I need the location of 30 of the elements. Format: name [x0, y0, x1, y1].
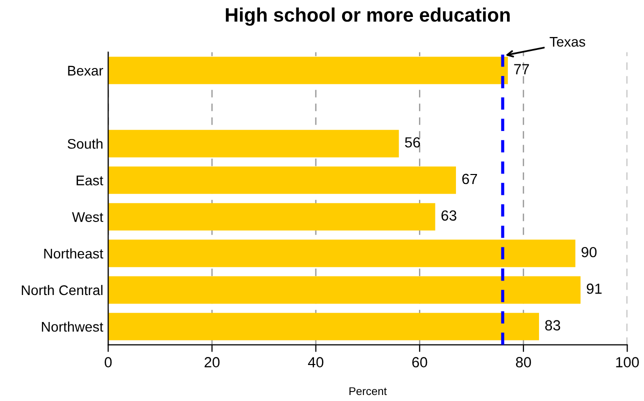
y-tick-label: Northeast — [44, 248, 104, 259]
y-tick-label: Bexar — [68, 66, 104, 76]
bar — [108, 166, 456, 194]
y-tick-label: North Central — [22, 284, 102, 296]
data-label: 67 — [462, 174, 478, 184]
data-label: 90 — [582, 246, 597, 258]
y-tick-label: West — [72, 212, 104, 222]
ref-line-label: Texas — [550, 37, 586, 47]
data-label: 77 — [514, 64, 529, 74]
data-label: 83 — [545, 320, 560, 330]
bar — [108, 240, 576, 268]
y-tick-label: Northwest — [42, 322, 104, 332]
bar — [108, 312, 540, 340]
x-tick-label: 20 — [204, 357, 220, 368]
x-axis-title: Percent — [349, 387, 387, 396]
x-tick-label: 100 — [616, 357, 639, 368]
data-label: 91 — [586, 284, 602, 294]
x-tick-label: 60 — [412, 357, 428, 368]
bar — [108, 276, 581, 304]
data-label: 56 — [405, 137, 420, 148]
data-label: 63 — [442, 210, 456, 221]
bar — [108, 56, 508, 84]
x-tick-label: 40 — [308, 357, 324, 368]
x-tick-label: 0 — [104, 357, 112, 368]
bar — [108, 203, 436, 231]
y-tick-label: South — [68, 138, 102, 149]
chart-title: High school or more education — [226, 7, 510, 26]
y-tick-label: East — [76, 176, 104, 186]
x-tick-label: 80 — [516, 357, 531, 368]
bar — [108, 130, 399, 158]
